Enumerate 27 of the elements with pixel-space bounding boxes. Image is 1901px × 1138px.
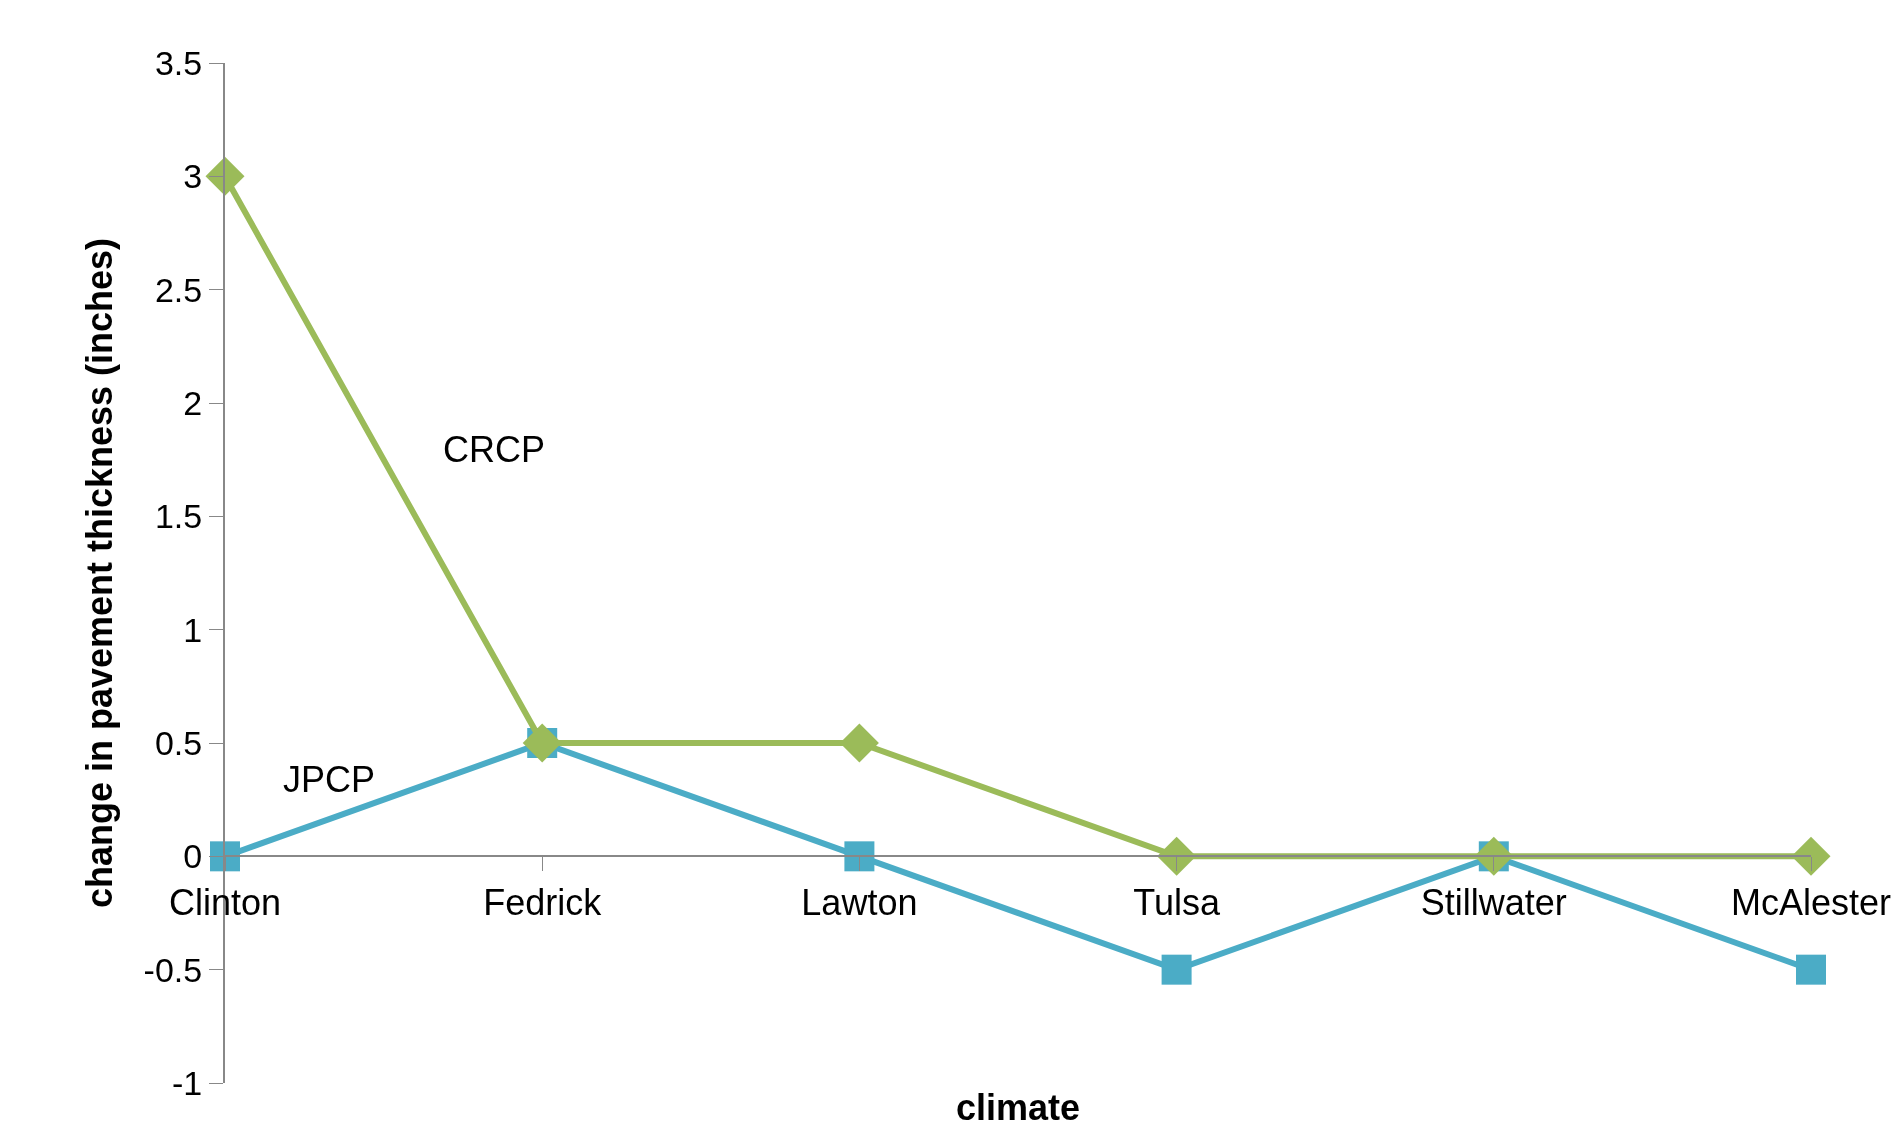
x-tick-label: McAlester <box>1730 881 1892 923</box>
point <box>1161 954 1192 985</box>
y-tick-label: 3.5 <box>154 43 203 82</box>
y-tick-label: 1 <box>183 610 203 649</box>
y-tick-label: 0 <box>183 837 203 876</box>
series-label: CRCP <box>443 429 546 470</box>
series-label: JPCP <box>283 759 376 800</box>
y-tick-label: 0.5 <box>154 723 203 762</box>
point <box>210 841 240 872</box>
y-tick-label: 1.5 <box>154 497 203 536</box>
point <box>1791 836 1831 876</box>
point <box>205 156 245 196</box>
y-tick-label: 2.5 <box>154 270 203 309</box>
y-tick-label: 3 <box>183 157 203 196</box>
x-tick-label: Tulsa <box>1133 881 1221 923</box>
y-tick-label: 2 <box>183 383 203 422</box>
y-axis-title: change in pavement thickness (inches) <box>79 237 121 909</box>
point <box>844 841 875 872</box>
x-tick-label: Stillwater <box>1420 881 1567 923</box>
point <box>1796 954 1826 985</box>
point <box>1157 836 1197 876</box>
x-tick-label: Lawton <box>801 881 918 923</box>
x-axis-title: climate <box>956 1087 1081 1128</box>
y-tick-label: -0.5 <box>143 950 203 989</box>
x-tick-label: Fedrick <box>483 881 603 923</box>
x-tick-label: Clinton <box>168 881 282 923</box>
y-tick-label: -1 <box>171 1063 203 1102</box>
